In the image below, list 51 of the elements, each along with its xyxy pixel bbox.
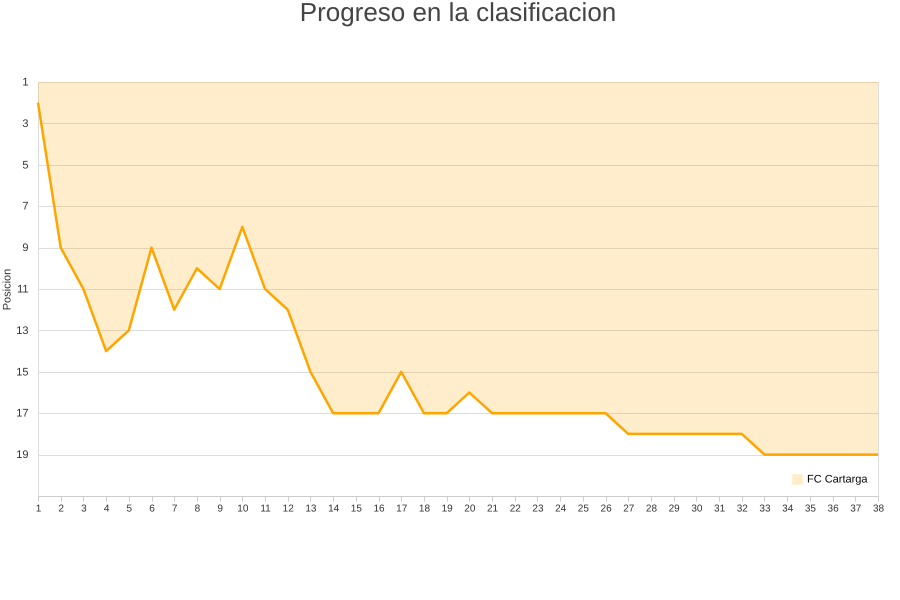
x-tick-label: 35: [804, 504, 816, 514]
x-tick-label: 20: [464, 504, 476, 514]
y-tick-label: 17: [16, 408, 28, 420]
x-tick-label: 5: [126, 504, 133, 514]
x-tick-label: 25: [578, 504, 590, 514]
x-tick-label: 33: [759, 504, 771, 514]
x-tick-label: 32: [736, 504, 748, 514]
x-tick-label: 9: [217, 504, 224, 514]
x-tick-label: 7: [172, 504, 178, 514]
x-tick-label: 16: [373, 504, 386, 514]
x-tick-label: 14: [328, 504, 340, 514]
y-axis-title: Posicion: [1, 268, 14, 310]
x-tick-label: 29: [668, 504, 680, 514]
y-tick-label: 5: [22, 159, 28, 172]
chart-title: Progreso en la clasificacion: [300, 0, 616, 27]
y-tick-label: 9: [22, 242, 28, 254]
x-tick-label: 13: [305, 504, 317, 514]
x-tick-label: 27: [623, 504, 635, 514]
y-tick-label: 7: [22, 200, 28, 213]
x-tick-label: 3: [81, 504, 88, 514]
x-tick-label: 1: [36, 504, 42, 514]
x-tick-label: 12: [282, 504, 294, 514]
y-tick-label: 13: [16, 324, 28, 337]
x-tick-label: 34: [782, 504, 794, 514]
x-tick-label: 38: [872, 504, 884, 514]
x-tick-label: 2: [58, 504, 64, 514]
x-tick-label: 36: [828, 504, 840, 514]
y-tick-label: 1: [22, 76, 28, 88]
x-tick-label: 4: [104, 504, 110, 514]
x-tick-label: 15: [350, 504, 362, 514]
x-tick-label: 19: [442, 504, 454, 514]
x-tick-label: 31: [714, 504, 726, 514]
x-tick-label: 6: [149, 504, 156, 514]
y-tick-label: 11: [17, 284, 28, 296]
x-tick-label: 21: [486, 504, 499, 514]
x-tick-label: 8: [194, 504, 201, 514]
x-tick-label: 26: [600, 504, 612, 514]
y-tick-label: 3: [22, 118, 28, 130]
x-tick-label: 23: [532, 504, 544, 514]
x-tick-label: 17: [396, 504, 408, 514]
y-tick-label: 19: [16, 449, 28, 462]
x-tick-label: 18: [418, 504, 430, 514]
x-tick-label: 10: [237, 504, 249, 514]
x-tick-label: 24: [555, 504, 567, 514]
x-tick-label: 11: [260, 504, 272, 514]
x-tick-label: 30: [691, 504, 703, 514]
x-tick-label: 22: [510, 504, 522, 514]
legend-label: FC Cartarga: [807, 474, 868, 486]
x-tick-label: 28: [646, 504, 658, 514]
y-tick-label: 15: [16, 366, 28, 378]
x-tick-label: 37: [850, 504, 862, 514]
